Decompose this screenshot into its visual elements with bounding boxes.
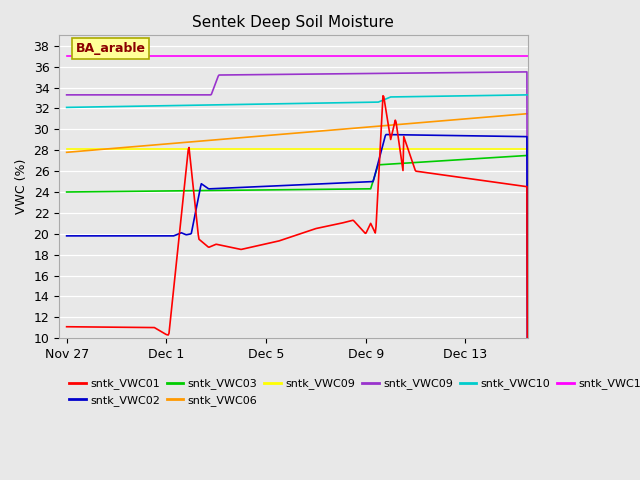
Legend: sntk_VWC01, sntk_VWC02, sntk_VWC03, sntk_VWC06, sntk_VWC09, sntk_VWC09, sntk_VWC: sntk_VWC01, sntk_VWC02, sntk_VWC03, sntk… (65, 374, 640, 410)
Title: Sentek Deep Soil Moisture: Sentek Deep Soil Moisture (193, 15, 394, 30)
Text: BA_arable: BA_arable (76, 42, 145, 55)
Y-axis label: VWC (%): VWC (%) (15, 159, 28, 215)
